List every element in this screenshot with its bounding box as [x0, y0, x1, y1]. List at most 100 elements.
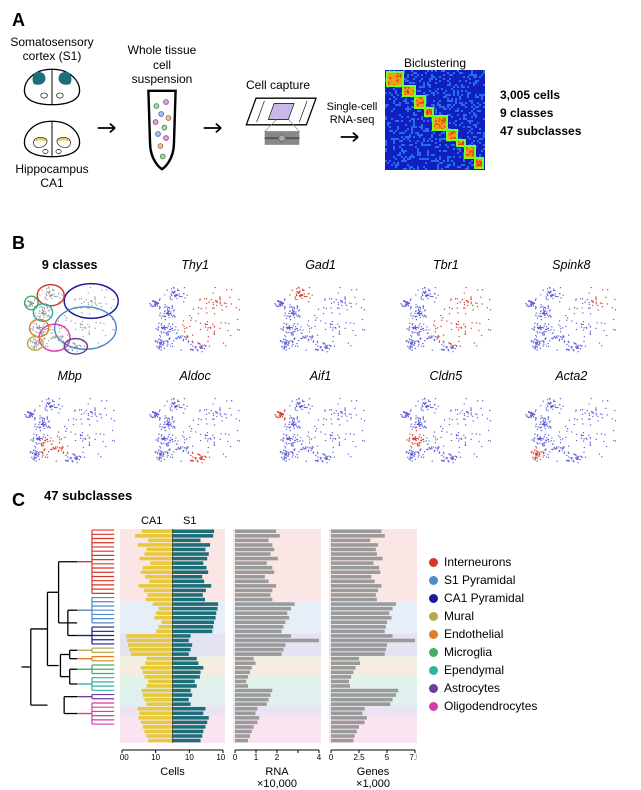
legend-dot [429, 576, 438, 585]
axis-label: ×10,000 [233, 778, 321, 790]
tsne-grid: 9 classes Thy1 Gad1 Tbr1 Spink8 Mbp Aldoc Aif1 C… [12, 258, 629, 472]
tsne-title: Thy1 [137, 258, 252, 272]
arrow-2 [198, 120, 232, 136]
brain-ca1-icon [18, 116, 86, 162]
legend-item: Ependymal [429, 663, 537, 677]
tsne-title: Tbr1 [388, 258, 503, 272]
tsne-Thy1: Thy1 [137, 258, 252, 361]
tsne-Gad1: Gad1 [263, 258, 378, 361]
tube-icon [142, 86, 182, 174]
axis-ticks: 02.557.5 [329, 749, 417, 761]
legend-item: Interneurons [429, 555, 537, 569]
legend-item: Mural [429, 609, 537, 623]
legend-dot [429, 702, 438, 711]
heatmap-label: Biclustering [404, 56, 466, 70]
tube-block: Whole tissuecell suspension [126, 43, 198, 174]
tsne-title: Spink8 [514, 258, 629, 272]
tsne-plot [141, 274, 249, 356]
legend-dot [429, 666, 438, 675]
dendrogram [12, 515, 120, 743]
c-charts-wrap: CA1 S1 1001010100Cells 0124 RNA×10,000 02.5… [120, 515, 417, 790]
tsne-Aif1: Aif1 [263, 369, 378, 472]
tube-label: Whole tissuecell suspension [126, 43, 198, 86]
rna-chart [233, 529, 321, 748]
panel-c-title: 47 subclasses [44, 488, 132, 503]
legend-item: Microglia [429, 645, 537, 659]
axis-ticks: 1001010100 [120, 749, 225, 761]
summary-sub: 47 subclasses [500, 124, 581, 138]
tsne-title: 9 classes [12, 258, 127, 272]
arrow-icon [96, 120, 122, 136]
tsne-plot [266, 385, 374, 467]
tsne-plot [16, 385, 124, 467]
ca1-header: CA1 [141, 515, 162, 527]
legend-item: S1 Pyramidal [429, 573, 537, 587]
tsne-title: Acta2 [514, 369, 629, 383]
chip-label: Cell capture [246, 78, 310, 92]
arrow-1 [92, 120, 126, 136]
tsne-Spink8: Spink8 [514, 258, 629, 361]
tsne-plot [16, 274, 124, 356]
tsne-Cldn5: Cldn5 [388, 369, 503, 472]
legend-dot [429, 612, 438, 621]
summary-cells: 3,005 cells [500, 88, 560, 102]
brain-s1-icon [18, 64, 86, 110]
axis-block: 02.557.5 Genes×1,000 [329, 748, 417, 790]
tsne-plot [392, 385, 500, 467]
brain-block: Somatosensorycortex (S1) HippocampusCA1 [12, 35, 92, 191]
legend-label: Microglia [444, 645, 492, 659]
genes-chart [329, 529, 417, 748]
legend-dot [429, 648, 438, 657]
seq-label: Single-cellRNA-seq [327, 101, 378, 127]
tsne-Mbp: Mbp [12, 369, 127, 472]
rna-svg [233, 529, 321, 743]
cells-chart: CA1 S1 [120, 529, 225, 748]
legend-label: CA1 Pyramidal [444, 591, 524, 605]
genes-svg [329, 529, 417, 743]
cells-svg [120, 529, 225, 743]
tsne-title: Aldoc [137, 369, 252, 383]
tsne-title: Aif1 [263, 369, 378, 383]
axis-block: 1001010100Cells [120, 748, 225, 790]
tsne-Aldoc: Aldoc [137, 369, 252, 472]
legend-label: Ependymal [444, 663, 504, 677]
chip-icon [238, 92, 318, 147]
panel-a-summary: 3,005 cells 9 classes 47 subclasses [500, 86, 581, 140]
legend-dot [429, 684, 438, 693]
tsne-plot [141, 385, 249, 467]
legend-item: CA1 Pyramidal [429, 591, 537, 605]
s1-label: Somatosensorycortex (S1) [10, 35, 93, 64]
tsne-plot [266, 274, 374, 356]
tsne-classes: 9 classes [12, 258, 127, 361]
legend-dot [429, 558, 438, 567]
arrow-icon [202, 120, 228, 136]
legend-dot [429, 594, 438, 603]
arrow-3: Single-cellRNA-seq [324, 101, 380, 145]
panel-c: C 47 subclasses CA1 S1 100101 [12, 490, 629, 790]
panel-b-label: B [12, 233, 629, 254]
legend-label: Astrocytes [444, 681, 500, 695]
tsne-plot [517, 274, 625, 356]
panel-a-label: A [12, 10, 629, 31]
legend-item: Endothelial [429, 627, 537, 641]
panel-c-row: CA1 S1 1001010100Cells 0124 RNA×10,000 02.5… [12, 515, 629, 790]
s1-header: S1 [183, 515, 196, 527]
axis-label: RNA [233, 766, 321, 778]
tsne-title: Cldn5 [388, 369, 503, 383]
summary-classes: 9 classes [500, 106, 553, 120]
legend-label: S1 Pyramidal [444, 573, 515, 587]
c-legend: Interneurons S1 Pyramidal CA1 Pyramidal Mur… [429, 555, 537, 717]
legend-label: Mural [444, 609, 474, 623]
arrow-icon [339, 129, 365, 145]
axis-label: ×1,000 [329, 778, 417, 790]
panel-a-row: Somatosensorycortex (S1) HippocampusCA1 [12, 35, 629, 191]
tsne-plot [517, 385, 625, 467]
axis-label: Genes [329, 766, 417, 778]
heatmap-icon [385, 70, 485, 170]
legend-dot [429, 630, 438, 639]
c-charts: CA1 S1 [120, 529, 417, 748]
legend-label: Interneurons [444, 555, 511, 569]
chip-block: Cell capture [232, 78, 324, 147]
axis-ticks: 0124 [233, 749, 321, 761]
c-axis-row: 1001010100Cells 0124 RNA×10,000 02.557.5 Gen… [120, 748, 417, 790]
